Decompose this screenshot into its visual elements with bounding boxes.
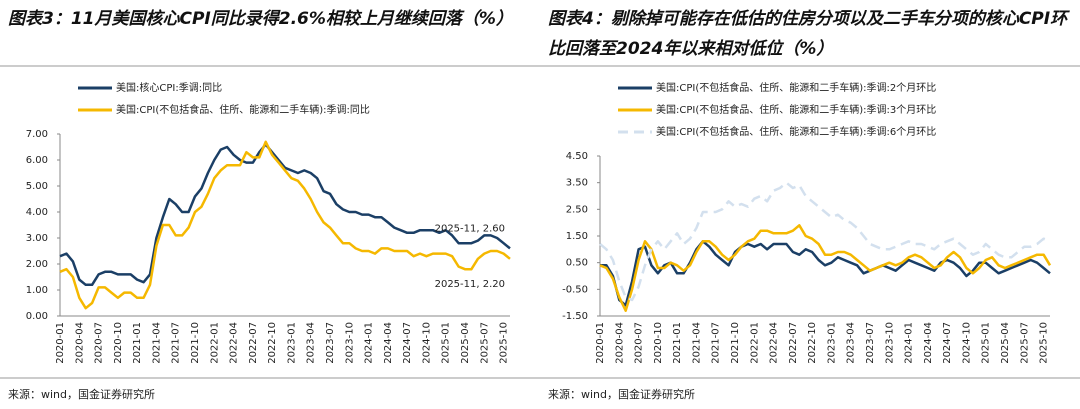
x-tick-label: 2022-01: [209, 322, 220, 364]
x-tick-label: 2021-07: [171, 322, 182, 364]
x-tick-label: 2022-07: [248, 322, 259, 364]
x-tick-label: 2021-01: [672, 322, 683, 364]
x-tick-label: 2020-10: [653, 322, 664, 364]
x-tick-label: 2025-10: [1039, 322, 1050, 364]
y-tick-label: 0.50: [566, 258, 588, 269]
x-tick-label: 2020-04: [614, 322, 625, 364]
x-tick-label: 2020-01: [55, 322, 66, 364]
y-tick-label: -1.50: [562, 311, 588, 322]
x-tick-label: 2025-04: [460, 322, 471, 364]
x-tick-label: 2022-01: [749, 322, 760, 364]
x-tick-label: 2024-01: [904, 322, 915, 364]
x-tick-label: 2021-04: [691, 322, 702, 364]
legend-label: 美国:CPI(不包括食品、住所、能源和二手车辆):季调:2个月环比: [656, 81, 936, 94]
x-tick-label: 2024-04: [383, 322, 394, 364]
y-tick-label: 3.00: [26, 233, 48, 244]
annotation: 2025-11, 2.20: [435, 279, 505, 290]
panel: 0.00 1.00 2.00 3.00 4.00 5.00 6.00 7.00 2020-01 2…: [0, 9, 540, 401]
x-tick-label: 2021-10: [730, 322, 741, 364]
x-tick-label: 2025-07: [1019, 322, 1030, 364]
legend-label: 美国:CPI(不包括食品、住所、能源和二手车辆):季调:6个月环比: [656, 125, 936, 138]
source: 来源：wind，国金证券研究所: [548, 388, 696, 401]
y-tick-label: 0.00: [26, 311, 48, 322]
legend-label: 美国:CPI(不包括食品、住所、能源和二手车辆):季调:3个月环比: [656, 103, 936, 116]
x-tick-label: 2024-07: [942, 322, 953, 364]
x-tick-label: 2020-01: [595, 322, 606, 364]
y-tick-label: -0.50: [562, 284, 588, 295]
series-line: [600, 240, 1051, 307]
y-tick-label: 2.50: [566, 204, 588, 215]
y-tick-label: 5.00: [26, 181, 48, 192]
x-tick-label: 2025-01: [981, 322, 992, 364]
y-tick-label: 1.50: [566, 231, 588, 242]
x-tick-label: 2024-10: [421, 322, 432, 364]
series-line: [599, 224, 1052, 312]
source: 来源：wind，国金证券研究所: [8, 388, 156, 401]
x-tick-label: 2023-07: [325, 322, 336, 364]
x-tick-label: 2022-10: [267, 322, 278, 364]
y-tick-label: 4.50: [566, 151, 588, 162]
legend-label: 美国:CPI(不包括食品、住所、能源和二手车辆):季调:同比: [116, 103, 370, 116]
x-tick-label: 2025-04: [1000, 322, 1011, 364]
x-tick-label: 2020-10: [113, 322, 124, 364]
x-tick-label: 2020-04: [74, 322, 85, 364]
series-line: [599, 181, 1051, 302]
y-tick-label: 7.00: [26, 129, 48, 140]
x-tick-label: 2022-04: [229, 322, 240, 364]
y-tick-label: 3.50: [566, 178, 588, 189]
x-tick-label: 2024-10: [961, 322, 972, 364]
annotation: 2025-11, 2.60: [435, 223, 505, 234]
y-tick-label: 2.00: [26, 259, 48, 270]
x-tick-label: 2025-01: [441, 322, 452, 364]
x-tick-label: 2022-04: [769, 322, 780, 364]
series-line: [59, 140, 511, 310]
x-tick-label: 2020-07: [634, 322, 645, 364]
x-tick-label: 2023-04: [306, 322, 317, 364]
x-tick-label: 2023-04: [846, 322, 857, 364]
x-tick-label: 2020-07: [94, 322, 105, 364]
x-tick-label: 2022-07: [788, 322, 799, 364]
x-tick-label: 2024-01: [364, 322, 375, 364]
x-tick-label: 2023-10: [344, 322, 355, 364]
x-tick-label: 2024-04: [923, 322, 934, 364]
x-tick-label: 2021-04: [151, 322, 162, 364]
chart-title: 图表3：11月美国核心CPI同比录得2.6%相较上月继续回落（%）: [8, 9, 513, 29]
x-tick-label: 2021-10: [190, 322, 201, 364]
y-tick-label: 4.00: [26, 207, 48, 218]
legend-label: 美国:核心CPI:季调:同比: [116, 81, 222, 94]
x-tick-label: 2023-01: [826, 322, 837, 364]
x-tick-label: 2021-07: [711, 322, 722, 364]
chart: 0.00 1.00 2.00 3.00 4.00 5.00 6.00 7.00 2020-01 2…: [0, 65, 540, 379]
chart: -1.50 -0.50 0.50 1.50 2.50 3.50 4.50 2020-01 202…: [540, 65, 1080, 379]
panel: -1.50 -0.50 0.50 1.50 2.50 3.50 4.50 2020-01 202…: [540, 0, 1080, 409]
x-tick-label: 2021-01: [132, 322, 143, 364]
x-tick-label: 2025-10: [499, 322, 510, 364]
x-tick-label: 2022-10: [807, 322, 818, 364]
x-tick-label: 2023-01: [286, 322, 297, 364]
x-tick-label: 2025-07: [479, 322, 490, 364]
y-tick-label: 1.00: [26, 285, 48, 296]
chart-title: 图表4：剔除掉可能存在低估的住房分项以及二手车分项的核心CPI环比回落至2024…: [548, 9, 1068, 59]
x-tick-label: 2024-07: [402, 322, 413, 364]
y-tick-label: 6.00: [26, 155, 48, 166]
series-line: [59, 143, 511, 287]
x-tick-label: 2023-10: [884, 322, 895, 364]
x-tick-label: 2023-07: [865, 322, 876, 364]
